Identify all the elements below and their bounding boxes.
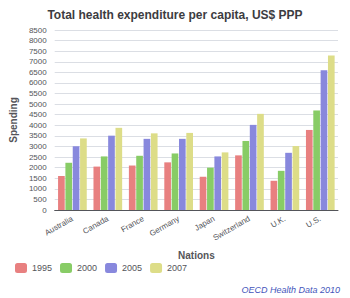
svg-text:500: 500 [33, 195, 47, 204]
svg-text:8000: 8000 [29, 36, 47, 45]
svg-text:7000: 7000 [29, 57, 47, 66]
svg-text:4500: 4500 [29, 110, 47, 119]
svg-text:Spending: Spending [8, 97, 19, 143]
svg-text:1500: 1500 [29, 174, 47, 183]
svg-text:Japan: Japan [193, 214, 216, 233]
svg-text:2500: 2500 [29, 153, 47, 162]
svg-text:4000: 4000 [29, 121, 47, 130]
svg-text:Australia: Australia [43, 214, 75, 238]
svg-text:3500: 3500 [29, 131, 47, 140]
svg-text:5000: 5000 [29, 100, 47, 109]
svg-text:8500: 8500 [29, 26, 47, 35]
svg-text:OECD Health Data 2010: OECD Health Data 2010 [241, 285, 340, 295]
svg-text:5500: 5500 [29, 89, 47, 98]
svg-text:1995: 1995 [32, 263, 52, 273]
svg-text:Switzerland: Switzerland [211, 214, 251, 242]
svg-text:7500: 7500 [29, 47, 47, 56]
svg-text:2000: 2000 [29, 163, 47, 172]
svg-text:Nations: Nations [178, 250, 215, 261]
svg-text:Germany: Germany [148, 214, 181, 238]
svg-text:1000: 1000 [29, 184, 47, 193]
svg-text:2007: 2007 [167, 263, 187, 273]
svg-text:Canada: Canada [81, 214, 110, 236]
svg-text:6000: 6000 [29, 78, 47, 87]
svg-text:0: 0 [42, 206, 47, 215]
svg-text:6500: 6500 [29, 68, 47, 77]
svg-text:3000: 3000 [29, 142, 47, 151]
svg-text:U.S.: U.S. [305, 214, 323, 230]
svg-text:Total health expenditure per c: Total health expenditure per capita, US$… [47, 8, 302, 22]
svg-text:2000: 2000 [77, 263, 97, 273]
svg-text:U.K.: U.K. [269, 214, 287, 230]
svg-text:France: France [119, 214, 146, 234]
svg-text:2005: 2005 [122, 263, 142, 273]
